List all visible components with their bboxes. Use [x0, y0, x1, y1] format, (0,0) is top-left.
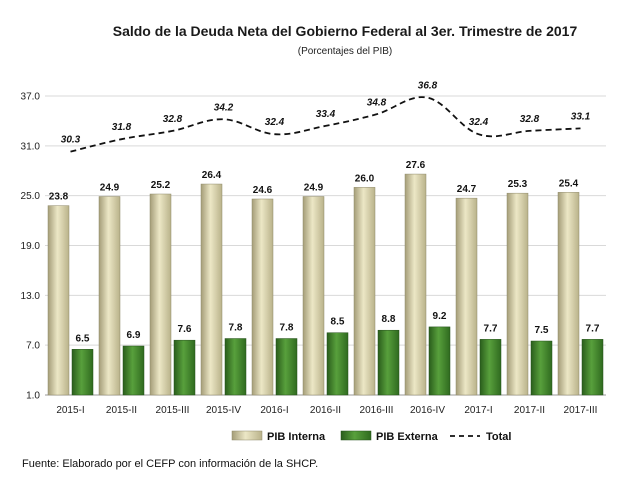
bars: [47, 173, 604, 396]
data-label-total: 32.8: [520, 114, 540, 125]
data-label-externa: 8.8: [382, 314, 396, 325]
x-tick-label: 2016-IV: [410, 405, 445, 416]
bar-pib-interna: [149, 193, 172, 396]
bar-pib-externa: [377, 329, 400, 396]
bar-pib-externa: [581, 339, 604, 396]
legend-label-pib-externa: PIB Externa: [376, 431, 439, 443]
total-line: [70, 96, 581, 153]
data-label-total: 32.4: [265, 117, 285, 128]
x-tick-label: 2015-III: [156, 405, 190, 416]
data-label-interna: 27.6: [406, 160, 426, 171]
bar-pib-interna: [200, 183, 223, 396]
y-tick-label: 37.0: [21, 92, 41, 103]
x-tick-label: 2017-III: [564, 405, 598, 416]
data-label-interna: 24.9: [304, 182, 324, 193]
bar-pib-externa: [71, 349, 94, 396]
data-label-total: 36.8: [418, 81, 438, 92]
bar-pib-externa: [479, 339, 502, 396]
y-tick-label: 19.0: [21, 241, 41, 252]
bar-pib-interna: [47, 205, 70, 396]
gridlines: [45, 95, 606, 396]
bar-pib-externa: [275, 338, 298, 396]
data-label-externa: 8.5: [331, 317, 345, 328]
legend-label-total: Total: [486, 431, 511, 443]
data-label-total: 33.1: [571, 111, 591, 122]
data-label-interna: 26.0: [355, 173, 375, 184]
legend-label-pib-interna: PIB Interna: [267, 431, 326, 443]
data-label-total: 33.4: [316, 109, 336, 120]
legend-swatch-pib-externa: [340, 430, 372, 441]
x-tick-label: 2015-I: [56, 405, 84, 416]
legend-swatch-pib-interna: [231, 430, 263, 441]
legend: PIB Interna PIB Externa Total: [231, 430, 511, 443]
x-axis-ticks: 2015-I 2015-II 2015-III 2015-IV 2016-I 2016-I…: [56, 405, 597, 416]
data-label-externa: 7.7: [586, 323, 600, 334]
data-label-externa: 6.5: [76, 333, 90, 344]
bar-pib-interna: [251, 198, 274, 396]
chart-subtitle: (Porcentajes del PIB): [298, 46, 393, 57]
data-label-interna: 25.4: [559, 178, 579, 189]
data-label-total: 32.4: [469, 117, 489, 128]
data-label-interna: 24.6: [253, 185, 273, 196]
bar-pib-externa: [428, 326, 451, 396]
data-label-total: 30.3: [61, 135, 81, 146]
y-tick-label: 31.0: [21, 141, 41, 152]
bar-pib-interna: [353, 187, 376, 396]
series-line-total: [70, 96, 581, 153]
x-tick-label: 2016-I: [260, 405, 288, 416]
y-tick-label: 25.0: [21, 191, 41, 202]
data-label-total: 34.2: [214, 102, 234, 113]
data-label-total: 34.8: [367, 97, 387, 108]
bar-pib-externa: [224, 338, 247, 396]
y-tick-label: 7.0: [26, 341, 40, 352]
x-tick-label: 2017-I: [464, 405, 492, 416]
data-label-externa: 7.7: [484, 323, 498, 334]
y-tick-label: 13.0: [21, 291, 41, 302]
bar-pib-externa: [530, 340, 553, 396]
data-label-externa: 7.8: [229, 323, 243, 334]
data-label-interna: 26.4: [202, 170, 222, 181]
data-label-interna: 25.3: [508, 179, 528, 190]
data-label-interna: 23.8: [49, 192, 69, 203]
x-tick-label: 2017-II: [514, 405, 545, 416]
data-label-externa: 7.5: [535, 325, 549, 336]
data-label-externa: 7.8: [280, 323, 294, 334]
x-tick-label: 2016-III: [360, 405, 394, 416]
data-label-externa: 7.6: [178, 324, 192, 335]
data-label-externa: 9.2: [433, 311, 447, 322]
data-labels: 23.8 6.5 30.3 24.9 6.9 31.8 25.2 7.6 32.8 26.4 7.8…: [49, 81, 600, 345]
bar-pib-externa: [122, 345, 145, 396]
y-axis-ticks: 1.0 7.0 13.0 19.0 25.0 31.0 37.0: [21, 92, 41, 402]
bar-pib-externa: [326, 332, 349, 396]
x-tick-label: 2015-IV: [206, 405, 241, 416]
bar-pib-externa: [173, 339, 196, 396]
data-label-interna: 25.2: [151, 180, 171, 191]
bar-pib-interna: [557, 192, 580, 396]
bar-pib-interna: [98, 196, 121, 396]
bar-pib-interna: [455, 197, 478, 396]
x-tick-label: 2015-II: [106, 405, 137, 416]
bar-pib-interna: [506, 192, 529, 396]
data-label-interna: 24.9: [100, 182, 120, 193]
x-tick-label: 2016-II: [310, 405, 341, 416]
data-label-externa: 6.9: [127, 330, 141, 341]
bar-pib-interna: [404, 173, 427, 396]
data-label-interna: 24.7: [457, 184, 477, 195]
data-label-total: 32.8: [163, 114, 183, 125]
chart-title: Saldo de la Deuda Neta del Gobierno Fede…: [113, 23, 578, 39]
data-label-total: 31.8: [112, 122, 132, 133]
y-tick-label: 1.0: [26, 391, 40, 402]
source-note: Fuente: Elaborado por el CEFP con inform…: [22, 458, 318, 470]
bar-pib-interna: [302, 196, 325, 396]
